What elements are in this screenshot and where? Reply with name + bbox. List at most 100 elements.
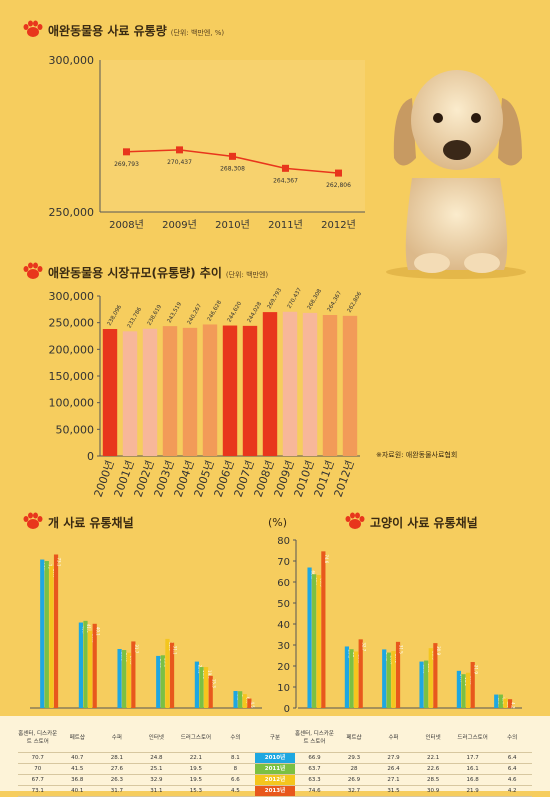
bar: [242, 325, 258, 456]
table-body: 70.7 40.7 28.1 24.8 22.1 8.1 2010년 66.9 29.3 27.9…: [18, 752, 532, 797]
table-cell: 63.7: [294, 763, 335, 775]
bar: [321, 551, 326, 708]
paw-icon: [23, 512, 43, 529]
table-cell: 15.3: [176, 785, 216, 797]
table-header-cell: 페트샵: [334, 724, 374, 753]
table-cell: 4.5: [215, 785, 256, 797]
bar: [312, 574, 317, 708]
channel-bar-charts: 0102030405060708070.77067.773.140.741.53…: [30, 536, 522, 715]
bar: [204, 667, 209, 708]
channel-table: 홈센터, 디스카운트 스토어 페트샵 수퍼 인터넷 드러그스토어 수의 구분 홈센터, 디스카…: [0, 716, 550, 797]
bar: [122, 650, 127, 708]
data-label: 264,367: [327, 290, 344, 313]
data-label: 31.5: [399, 645, 404, 654]
source-note: ※자료원: 애완동물사료협회: [376, 451, 458, 459]
bar: [142, 328, 158, 456]
data-point: [229, 152, 236, 160]
table-header-cell: 페트샵: [57, 724, 98, 753]
table-row: 70.7 40.7 28.1 24.8 22.1 8.1 2010년 66.9 29.3 27.9…: [18, 752, 532, 764]
table-cell: 8.1: [215, 752, 256, 764]
bar: [302, 312, 318, 456]
data-label: 268,308: [307, 288, 324, 311]
y-tick-label: 0: [284, 704, 290, 715]
table-header-cell: 구분: [255, 724, 295, 753]
bar: [262, 312, 278, 456]
bar: [466, 672, 471, 708]
table-cell: 6.4: [492, 763, 532, 775]
data-label: 32.7: [361, 642, 366, 651]
bar: [494, 694, 499, 708]
table-cell: 30.9: [413, 785, 453, 797]
data-label: 270,437: [167, 159, 192, 166]
data-point: [123, 148, 130, 156]
paw-icon: [23, 20, 43, 37]
bar: [208, 675, 213, 708]
line-chart: 300,000 250,000 269,793 2008년 270,437 2009년 26…: [49, 54, 365, 231]
data-label: 40.1: [95, 627, 100, 636]
bar: [344, 646, 349, 708]
bar-chart: 0 50,000 100,000 150,000 200,000 250,000 300,0…: [49, 287, 364, 499]
table-cell: 40.1: [57, 785, 98, 797]
table-cell: 27.1: [373, 774, 414, 786]
table-header-cell: 수퍼: [373, 724, 414, 753]
y-tick-label: 250,000: [49, 317, 95, 330]
bar: [92, 623, 97, 708]
paw-icon: [23, 262, 43, 279]
data-label: 74.6: [324, 554, 329, 563]
bar: [507, 699, 513, 708]
table-year-cell: 2011년: [255, 763, 295, 775]
bar: [238, 691, 243, 708]
table-cell: 25.1: [136, 763, 177, 775]
table-cell: 22.6: [413, 763, 453, 775]
chart2-title: 애완동물용 시장규모(유통량) 추이 (단위: 백만엔): [48, 266, 269, 280]
table-cell: 4.2: [492, 785, 532, 797]
bar: [391, 651, 396, 708]
table-cell: 19.5: [176, 774, 216, 786]
table-cell: 29.3: [334, 752, 374, 764]
table-cell: 32.9: [136, 774, 177, 786]
y-tick-label: 20: [277, 662, 290, 673]
y-tick-label: 250,000: [49, 206, 95, 219]
bar: [194, 661, 199, 708]
bar: [282, 311, 298, 456]
data-label: 31.1: [173, 646, 178, 655]
table-year-cell: 2012년: [255, 774, 295, 786]
bar: [40, 559, 45, 708]
data-label: 238,619: [147, 304, 164, 327]
table-header-cell: 수의: [492, 724, 532, 753]
table-cell: 17.7: [452, 752, 493, 764]
data-label: 41.5: [86, 624, 91, 633]
puppy-image: [386, 70, 526, 279]
table-cell: 24.8: [136, 752, 177, 764]
table-cell: 16.8: [452, 774, 493, 786]
table-header-cell: 인터넷: [136, 724, 177, 753]
bar: [117, 648, 122, 708]
data-label: 4.2: [511, 702, 516, 709]
bar: [160, 655, 165, 708]
y-tick-label: 200,000: [49, 343, 95, 356]
table-header-cell: 홈센터, 디스카운트 스토어: [294, 724, 335, 753]
data-label: 269,793: [267, 287, 284, 310]
y-tick-label: 300,000: [49, 290, 95, 303]
table-row: 67.7 36.8 26.3 32.9 19.5 6.6 2012년 63.3 26.9 27.1…: [18, 774, 532, 786]
data-label: 268,308: [220, 165, 245, 172]
data-label: 30.9: [436, 646, 441, 655]
bar: [182, 327, 198, 456]
bar: [358, 639, 363, 708]
bar: [456, 670, 461, 708]
table-cell: 40.7: [57, 752, 98, 764]
bar: [470, 662, 475, 708]
bar: [102, 329, 118, 456]
bar: [202, 324, 218, 456]
table-cell: 32.7: [334, 785, 374, 797]
table-cell: 28.1: [97, 752, 137, 764]
table-cell: 22.1: [176, 752, 216, 764]
data-label: 73.1: [57, 557, 62, 566]
table-cell: 16.1: [452, 763, 493, 775]
table-cell: 63.3: [294, 774, 335, 786]
data-label: 270,437: [287, 287, 304, 310]
chart1-title: 애완동물용 사료 유통량 (단위: 백만엔, %): [48, 24, 225, 38]
bar: [126, 652, 131, 708]
table-year-cell: 2010년: [255, 752, 295, 764]
